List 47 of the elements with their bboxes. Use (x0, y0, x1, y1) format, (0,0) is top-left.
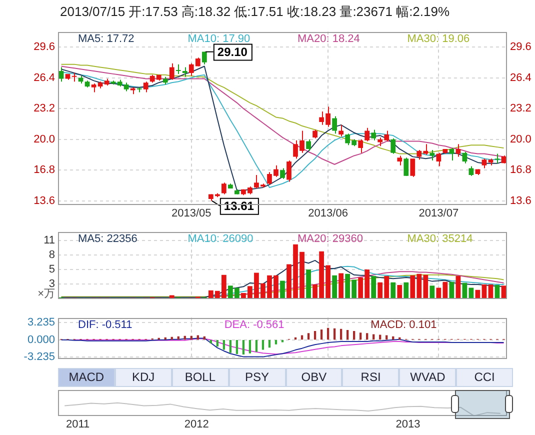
text: OBV (286, 368, 342, 387)
series-label: DEA: -0.561 (224, 319, 284, 332)
y-tick-label: 26.4 (34, 72, 55, 84)
y2-tick-label: 13.6 (510, 194, 532, 207)
text: KDJ (114, 368, 172, 387)
text: WVAD (399, 368, 456, 387)
x-tick-label: 2013 (396, 418, 420, 430)
x-tick-label: 2011 (66, 418, 90, 430)
text: MACD (58, 368, 115, 387)
y2-tick-label: 29.6 (510, 41, 532, 54)
y-tick-label: 23.2 (34, 102, 55, 115)
text: RSI (342, 368, 400, 387)
y-tick-label: 11 (44, 234, 55, 247)
text: BOLL (172, 368, 229, 387)
chart-title: 2013/07/15 开:17.53 高:18.32 低:17.51 收:18.23 量:23671 幅:2.19% (60, 3, 450, 21)
y-tick-label: -3.235 (24, 351, 55, 364)
text: MA30: 19.06 (407, 33, 470, 46)
y2-tick-label: 23.2 (510, 102, 532, 115)
text: MA20: 18.24 (298, 33, 360, 46)
y2-tick-label: 16.8 (510, 164, 532, 176)
y2-tick-label: 26.4 (510, 72, 532, 84)
y-tick-label: 20.0 (34, 133, 55, 146)
text: MA5: 22356 (78, 233, 138, 246)
y-tick-label: 0.000 (27, 334, 55, 346)
x-tick-label: 2013/06 (308, 207, 348, 220)
y2-tick-label: 20.0 (510, 133, 532, 146)
series-label: MACD: 0.101 (370, 319, 437, 332)
text: MA5: 17.72 (78, 33, 134, 46)
y-tick-label: 13.6 (34, 194, 55, 207)
y-tick-label: 3.235 (27, 316, 55, 329)
x-tick-label: 2012 (184, 418, 209, 430)
x-tick-label: 2013/05 (172, 207, 212, 220)
series-label: DIF: -0.511 (78, 319, 132, 332)
y-tick-label: 3 (48, 278, 55, 290)
text: MA10: 17.90 (188, 33, 250, 46)
text: MA20: 29360 (298, 233, 363, 246)
y-tick-label: 16.8 (34, 164, 55, 176)
text: MA10: 26090 (188, 233, 254, 246)
text: CCI (456, 368, 513, 387)
y-axis-title: ×万 (38, 288, 55, 300)
y-tick-label: 29.6 (34, 41, 55, 54)
text: PSY (228, 368, 286, 387)
text: MA30: 35214 (407, 233, 473, 246)
x-tick-label: 2013/07 (418, 207, 459, 220)
annotation: 29.10 (217, 45, 248, 60)
y-tick-label: 5 (48, 264, 55, 276)
y-tick-label: 8 (48, 249, 55, 262)
